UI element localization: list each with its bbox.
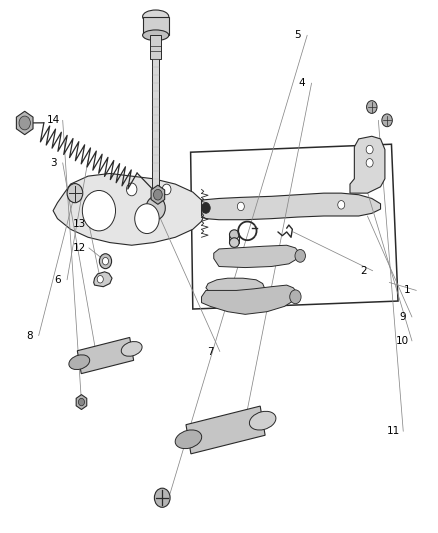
Polygon shape	[201, 193, 381, 220]
Circle shape	[366, 146, 373, 154]
Text: 1: 1	[403, 286, 410, 295]
Circle shape	[127, 183, 137, 196]
Bar	[143, 17, 169, 35]
Text: 8: 8	[26, 330, 32, 341]
Text: 6: 6	[54, 275, 61, 285]
Circle shape	[382, 114, 392, 127]
Polygon shape	[214, 245, 300, 268]
Ellipse shape	[230, 238, 239, 247]
Circle shape	[67, 183, 83, 203]
Ellipse shape	[69, 355, 90, 369]
Circle shape	[338, 200, 345, 209]
Ellipse shape	[121, 342, 142, 356]
Text: 5: 5	[294, 30, 301, 41]
Text: 12: 12	[73, 243, 86, 253]
Polygon shape	[78, 337, 134, 374]
Polygon shape	[186, 406, 265, 454]
Polygon shape	[76, 394, 87, 409]
Text: 4: 4	[299, 78, 305, 88]
Circle shape	[135, 204, 159, 233]
Circle shape	[237, 202, 244, 211]
Ellipse shape	[143, 30, 169, 41]
Text: 11: 11	[387, 426, 400, 437]
Circle shape	[82, 190, 116, 231]
Circle shape	[99, 254, 112, 269]
Text: 3: 3	[50, 158, 57, 168]
Circle shape	[295, 249, 305, 262]
Polygon shape	[350, 136, 385, 193]
Ellipse shape	[249, 411, 276, 430]
Text: 2: 2	[360, 266, 367, 276]
Ellipse shape	[175, 430, 201, 449]
Circle shape	[366, 159, 373, 167]
Text: 14: 14	[46, 115, 60, 125]
Circle shape	[78, 398, 85, 406]
Ellipse shape	[230, 230, 239, 239]
Text: 10: 10	[396, 336, 409, 346]
Text: 13: 13	[73, 219, 86, 229]
Circle shape	[19, 116, 30, 130]
Circle shape	[290, 290, 301, 304]
Circle shape	[367, 101, 377, 114]
Bar	[152, 59, 159, 208]
Circle shape	[162, 184, 171, 195]
Circle shape	[146, 196, 165, 220]
Polygon shape	[16, 111, 33, 135]
Polygon shape	[94, 272, 112, 287]
Text: 7: 7	[207, 346, 214, 357]
Text: 9: 9	[399, 312, 406, 322]
Bar	[150, 35, 161, 59]
Circle shape	[97, 276, 103, 283]
Polygon shape	[206, 278, 265, 300]
Circle shape	[153, 189, 162, 200]
Circle shape	[201, 203, 210, 213]
Polygon shape	[53, 173, 206, 245]
Polygon shape	[191, 144, 398, 309]
Polygon shape	[151, 185, 165, 204]
Ellipse shape	[143, 10, 169, 23]
Polygon shape	[201, 285, 297, 314]
Circle shape	[102, 257, 109, 265]
Circle shape	[154, 488, 170, 507]
